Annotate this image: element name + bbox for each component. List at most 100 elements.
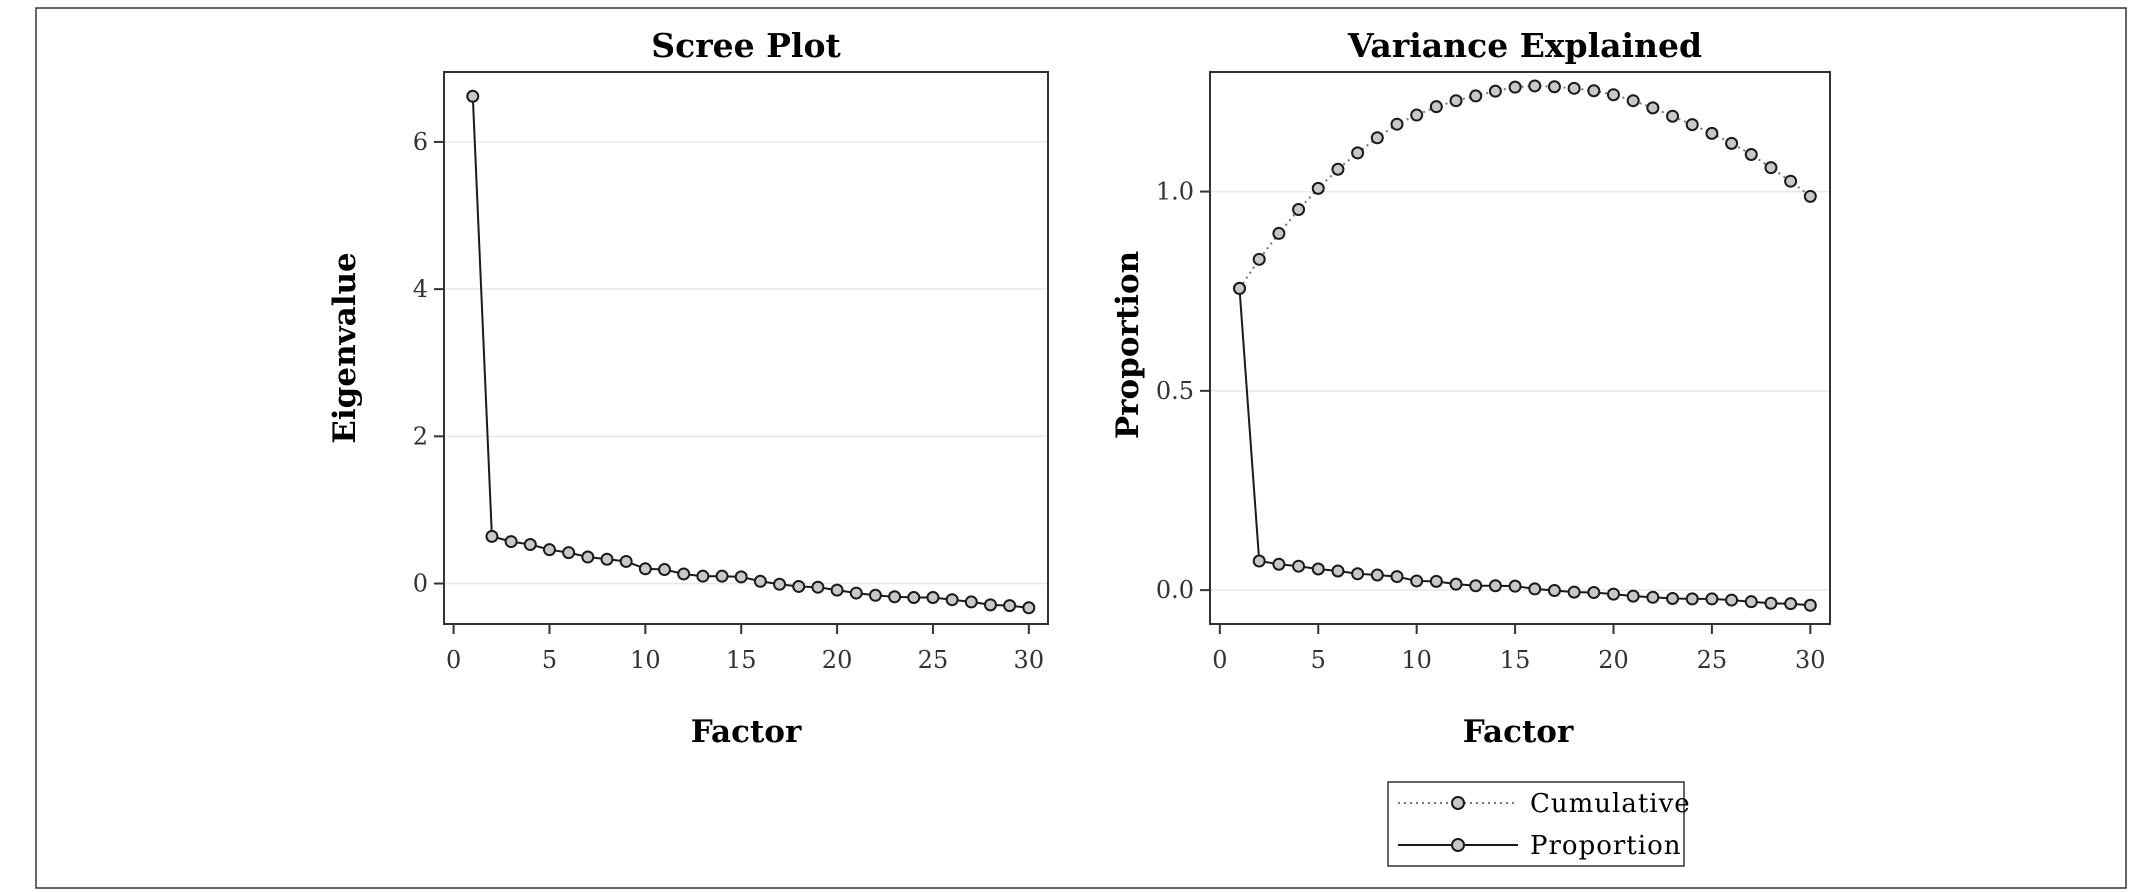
data-point-marker — [1508, 579, 1522, 593]
data-point-marker — [926, 591, 940, 605]
data-point-marker — [485, 529, 499, 543]
data-point-marker — [696, 569, 710, 583]
data-point-marker — [830, 583, 844, 597]
data-point-marker — [1272, 557, 1286, 571]
x-axis-label: Factor — [691, 714, 802, 750]
y-tick-label: 2 — [413, 422, 428, 450]
data-point-marker — [1022, 601, 1036, 615]
data-point-marker — [792, 579, 806, 593]
data-point-marker — [1351, 567, 1365, 581]
data-point-marker — [1567, 585, 1581, 599]
data-point-marker — [1547, 80, 1561, 94]
data-point-marker — [1567, 81, 1581, 95]
x-tick-label: 25 — [918, 646, 949, 674]
x-tick-label: 20 — [822, 646, 853, 674]
data-point-marker — [523, 538, 537, 552]
data-point-marker — [734, 570, 748, 584]
data-point-marker — [1764, 161, 1778, 175]
data-point-marker — [1725, 136, 1739, 150]
data-point-marker — [868, 588, 882, 602]
plot-frame — [1209, 71, 1831, 625]
legend-marker — [1451, 838, 1465, 852]
data-point-marker — [504, 535, 518, 549]
data-point-marker — [1587, 84, 1601, 98]
data-point-marker — [1764, 596, 1778, 610]
data-point-marker — [1292, 559, 1306, 573]
y-tick-label: 6 — [413, 128, 428, 156]
data-point-marker — [964, 595, 978, 609]
data-point-marker — [1390, 570, 1404, 584]
data-point-marker — [1685, 592, 1699, 606]
data-point-marker — [1803, 189, 1817, 203]
data-point-marker — [1311, 181, 1325, 195]
figure-border — [35, 7, 2127, 889]
data-point-marker — [1784, 174, 1798, 188]
x-tick-label: 25 — [1697, 646, 1728, 674]
x-axis-ticks: 0 5 10 15 20 25 30 — [1212, 624, 1826, 674]
data-point-marker — [1547, 584, 1561, 598]
x-tick-label: 10 — [630, 646, 661, 674]
y-axis-ticks: 0 2 4 6 — [413, 128, 444, 598]
legend: Cumulative Proportion — [1387, 781, 1690, 867]
x-tick-label: 15 — [1500, 646, 1531, 674]
data-point-marker — [1626, 94, 1640, 108]
data-point-marker — [1744, 148, 1758, 162]
plot-frame — [443, 71, 1049, 625]
data-point-marker — [888, 590, 902, 604]
data-point-marker — [1311, 562, 1325, 576]
data-point-marker — [1646, 590, 1660, 604]
x-axis-ticks: 0 5 10 15 20 25 30 — [446, 624, 1044, 674]
y-tick-label: 0.5 — [1156, 377, 1194, 405]
variance-explained-panel: Variance Explained 0.0 0.5 1.0 0 5 10 15 20 25 3… — [1110, 26, 1831, 867]
x-tick-label: 30 — [1014, 646, 1045, 674]
data-point-marker — [1292, 203, 1306, 217]
data-point-marker — [1508, 80, 1522, 94]
data-point-marker — [907, 591, 921, 605]
data-point-marker — [1449, 94, 1463, 108]
chart-title: Scree Plot — [651, 26, 841, 65]
legend-label: Proportion — [1530, 831, 1681, 861]
data-point-marker — [1705, 126, 1719, 140]
data-point-marker — [1351, 146, 1365, 160]
chart-title: Variance Explained — [1347, 26, 1702, 65]
y-tick-label: 1.0 — [1156, 178, 1194, 206]
y-tick-label: 0 — [413, 570, 428, 598]
data-point-marker — [1705, 592, 1719, 606]
x-tick-label: 5 — [542, 646, 557, 674]
data-point-marker — [1003, 599, 1017, 613]
data-point-marker — [1666, 109, 1680, 123]
data-point-marker — [1410, 108, 1424, 122]
data-point-marker — [945, 593, 959, 607]
x-tick-label: 10 — [1401, 646, 1432, 674]
data-point-marker — [1252, 252, 1266, 266]
data-point-marker — [1488, 579, 1502, 593]
data-point-marker — [1429, 574, 1443, 588]
data-point-marker — [1606, 88, 1620, 102]
data-point-marker — [1272, 226, 1286, 240]
gridlines — [444, 141, 1048, 585]
data-point-marker — [773, 577, 787, 591]
data-point-marker — [542, 543, 556, 557]
data-point-marker — [466, 89, 480, 103]
legend-marker — [1451, 796, 1465, 810]
data-point-marker — [1528, 79, 1542, 93]
data-point-marker — [1646, 101, 1660, 115]
data-point-marker — [715, 569, 729, 583]
data-point-marker — [638, 562, 652, 576]
x-tick-label: 30 — [1795, 646, 1826, 674]
data-point-marker — [1429, 100, 1443, 114]
y-tick-label: 0.0 — [1156, 576, 1194, 604]
x-tick-label: 5 — [1311, 646, 1326, 674]
data-point-marker — [1803, 598, 1817, 612]
y-axis-label: Proportion — [1110, 251, 1146, 439]
data-point-marker — [1370, 131, 1384, 145]
data-point-marker — [1725, 593, 1739, 607]
data-point-marker — [1528, 582, 1542, 596]
data-point-marker — [1469, 89, 1483, 103]
x-tick-label: 20 — [1598, 646, 1629, 674]
data-point-marker — [658, 563, 672, 577]
y-axis-ticks: 0.0 0.5 1.0 — [1156, 178, 1210, 604]
data-point-marker — [619, 554, 633, 568]
data-point-marker — [1449, 577, 1463, 591]
data-point-marker — [1390, 117, 1404, 131]
